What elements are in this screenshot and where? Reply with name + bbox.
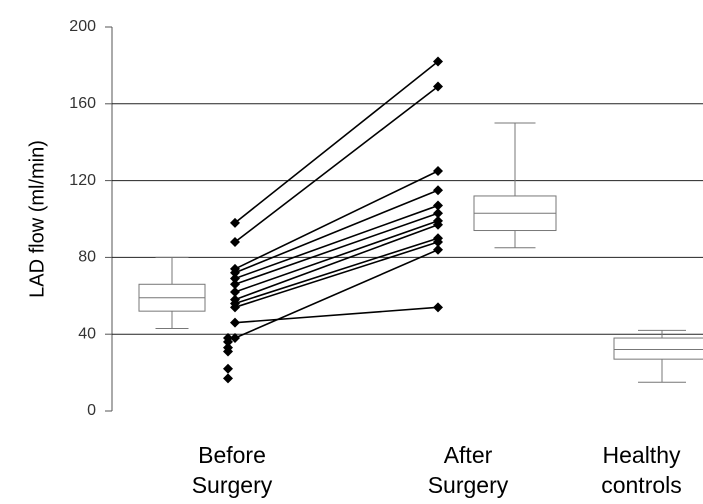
- y-tick-label: 40: [78, 325, 96, 342]
- y-tick-label: 120: [69, 172, 96, 189]
- before-point: [230, 267, 240, 278]
- y-axis-label: LAD flow (ml/min): [26, 140, 48, 298]
- before-point: [230, 217, 240, 228]
- after-point: [433, 166, 443, 176]
- after-point: [433, 185, 443, 196]
- before-point: [230, 317, 240, 328]
- pair-line: [234, 220, 439, 293]
- before-point: [230, 273, 240, 284]
- before-point: [230, 279, 240, 290]
- healthy-point: [223, 336, 233, 347]
- y-tick-label: 80: [78, 249, 96, 266]
- after-point: [433, 237, 443, 248]
- pair-line: [234, 248, 439, 339]
- after-point: [433, 302, 443, 313]
- pair-line: [234, 306, 439, 324]
- y-tick-label: 200: [69, 18, 96, 35]
- before-point: [230, 333, 240, 344]
- y-tick-label: 160: [69, 95, 96, 112]
- category-label: Healthy controls: [601, 442, 682, 498]
- after-point: [433, 56, 443, 67]
- pair-line: [234, 170, 439, 270]
- healthy-point: [223, 346, 233, 357]
- category-label: After Surgery: [427, 442, 509, 498]
- pair-line: [234, 189, 439, 274]
- box: [613, 337, 703, 360]
- healthy-point: [223, 373, 233, 384]
- before-point: [230, 286, 240, 297]
- y-tick-label: 0: [87, 402, 96, 419]
- pair-line: [234, 212, 439, 286]
- healthy-point: [223, 363, 233, 374]
- category-label: Before Surgery: [191, 442, 273, 498]
- pair-line: [234, 241, 439, 309]
- before-point: [230, 302, 240, 313]
- after-point: [433, 208, 443, 219]
- after-point: [433, 200, 443, 211]
- pair-line: [234, 85, 439, 243]
- after-point: [433, 219, 443, 230]
- after-point: [433, 244, 443, 255]
- pair-line: [234, 237, 439, 305]
- pair-line: [234, 224, 439, 301]
- before-point: [230, 237, 240, 248]
- after-point: [433, 81, 443, 92]
- pair-line: [234, 204, 439, 280]
- pair-line: [234, 60, 439, 224]
